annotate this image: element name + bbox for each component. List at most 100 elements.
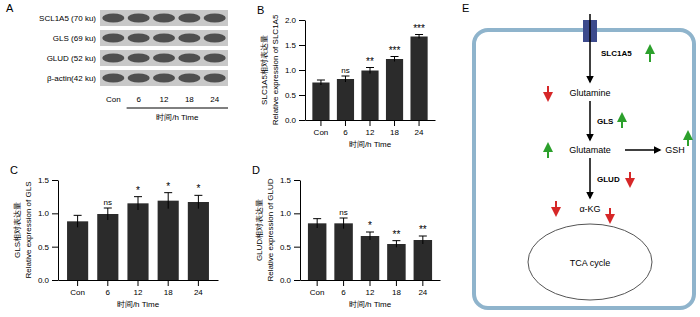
up-arrow	[649, 46, 651, 62]
x-tick-mark	[198, 280, 199, 286]
y-tick-label: 0.0	[285, 116, 297, 125]
up-arrow	[621, 114, 623, 128]
error-cap	[317, 80, 325, 81]
error-bar	[134, 197, 142, 210]
blot-band	[153, 34, 175, 43]
bar	[410, 37, 427, 121]
x-tick-label: 6	[341, 288, 346, 297]
y-tick-label: 2.0	[285, 16, 297, 25]
cell-membrane	[474, 30, 694, 308]
error-cap	[392, 240, 400, 241]
bar	[386, 59, 403, 120]
y-axis-title: GLS相对表达量	[13, 202, 22, 258]
error-bar	[313, 219, 321, 228]
x-tick-label: Con	[310, 288, 325, 297]
x-tick-mark	[345, 120, 346, 126]
y-axis: 0.00.51.01.5	[280, 176, 301, 285]
protein-label: SCL1A5 (70 ku)	[39, 14, 96, 23]
y-tick-label: 0.0	[38, 276, 50, 285]
error-cap	[194, 195, 202, 196]
x-tick-mark	[138, 280, 139, 286]
y-tick-mark	[294, 180, 300, 181]
diagram-label: GSH	[665, 145, 685, 155]
error-line	[394, 57, 395, 62]
blot-band	[128, 34, 150, 43]
y-tick: 1.5	[38, 176, 58, 185]
flow-arrow	[625, 149, 660, 151]
x-tick-mark	[396, 280, 397, 286]
bar	[127, 203, 148, 280]
x-tick-label: 6	[343, 128, 348, 137]
y-tick-mark	[299, 120, 305, 121]
y-axis-title: SLC1A5相对表达量	[260, 35, 269, 105]
error-cap	[164, 192, 172, 193]
x-axis: Con6121824	[59, 280, 219, 297]
diagram-label: Glutamine	[569, 88, 610, 98]
pathway-diagram: ESLC1A5GlutamineGLSGlutamateGSHGLUDα-KGT…	[462, 2, 694, 308]
error-cap	[104, 208, 112, 209]
panel-label: D	[252, 164, 260, 176]
x-tick-mark	[370, 120, 371, 126]
error-bar	[419, 236, 427, 244]
significance-label: **	[419, 224, 427, 235]
error-cap	[134, 196, 142, 197]
error-bar	[340, 218, 348, 229]
x-tick-label: 12	[366, 288, 375, 297]
bar	[312, 83, 329, 121]
protein-label: β-actin(42 ku)	[47, 74, 96, 83]
error-bar	[341, 76, 349, 82]
error-cap	[415, 34, 423, 35]
error-line	[345, 76, 346, 82]
up-arrow	[547, 144, 549, 158]
y-tick-label: 0.5	[280, 243, 292, 252]
x-tick-mark	[394, 120, 395, 126]
error-line	[198, 195, 199, 208]
x-tick-label: 6	[106, 288, 111, 297]
x-tick-mark	[343, 280, 344, 286]
blot-strip	[100, 70, 228, 86]
bar	[97, 214, 118, 280]
panel-label: C	[10, 164, 18, 176]
up-arrow	[687, 132, 689, 146]
y-tick: 0.0	[280, 276, 300, 285]
diagram-label: SLC1A5	[601, 49, 632, 58]
y-axis: 0.00.51.01.5	[38, 176, 59, 285]
x-tick-label: Con	[314, 128, 329, 137]
down-arrow	[555, 201, 557, 215]
x-tick-label: 18	[390, 128, 399, 137]
x-tick-mark	[422, 280, 423, 286]
plot-marks	[308, 218, 432, 280]
x-tick: 12	[366, 120, 375, 137]
significance-label: **	[393, 229, 401, 240]
panel-label: B	[257, 4, 264, 16]
y-tick-label: 1.0	[285, 66, 297, 75]
x-tick: 24	[194, 280, 203, 297]
error-bar	[104, 208, 112, 220]
chart-panel: ns***0.00.51.01.5Con6121824CGLS相对表达量Rela…	[10, 164, 219, 309]
significance-label: *	[368, 220, 372, 231]
lane-label: 12	[160, 95, 169, 104]
y-tick: 0.0	[38, 276, 58, 285]
x-tick: 24	[415, 120, 424, 137]
down-arrow	[609, 208, 611, 222]
x-tick: 6	[341, 280, 346, 297]
figure: ns********0.00.51.01.52.0Con6121824BSLC1…	[0, 0, 700, 317]
x-tick: Con	[314, 120, 329, 137]
x-tick-mark	[419, 120, 420, 126]
flow-arrow	[589, 101, 591, 140]
blot-band	[128, 14, 150, 23]
error-cap	[341, 76, 349, 77]
error-cap	[313, 218, 321, 219]
diagram-label: GLUD	[597, 175, 620, 184]
y-tick: 1.0	[38, 209, 58, 218]
x-tick: 12	[366, 280, 375, 297]
blot-band	[204, 14, 226, 23]
y-tick-mark	[52, 180, 58, 181]
blot-band	[128, 54, 150, 63]
x-axis-title: 时间/h Time	[349, 300, 392, 309]
y-tick-label: 0.5	[285, 91, 297, 100]
chart-panel: ns*****0.00.51.01.5Con6121824DGLUD相对表达量R…	[252, 164, 441, 309]
x-tick: 6	[106, 280, 111, 297]
lane-label: 24	[210, 95, 219, 104]
x-tick-mark	[320, 120, 321, 126]
